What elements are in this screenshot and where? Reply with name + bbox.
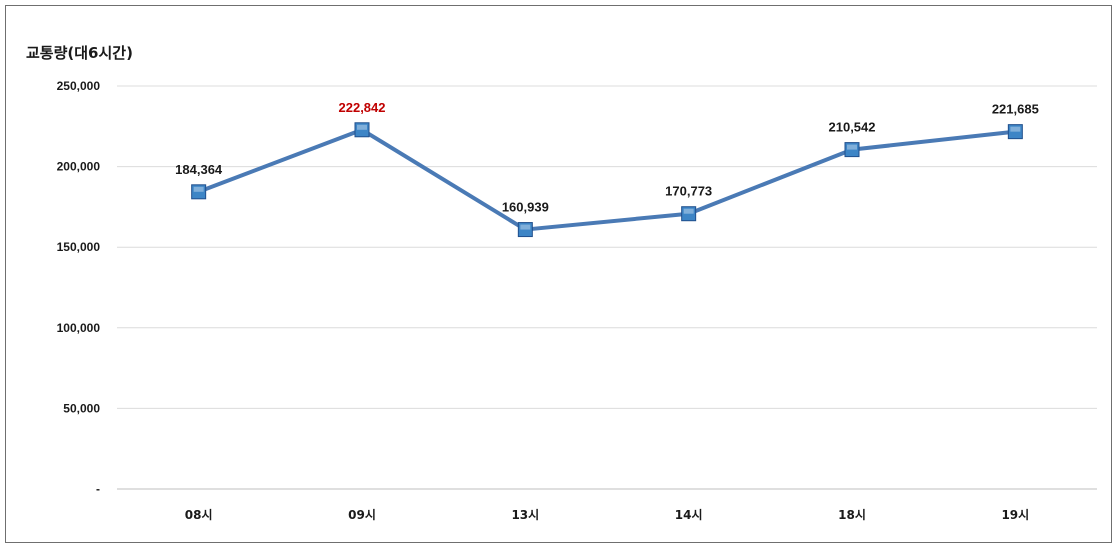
y-tick-label: 50,000	[63, 401, 100, 415]
data-label: 160,939	[502, 200, 549, 215]
series-layer	[191, 122, 1023, 238]
x-tick-label: 14시	[675, 508, 703, 522]
data-point-marker	[1007, 124, 1023, 140]
x-tick-label: 19시	[1001, 508, 1029, 522]
y-tick-label: 150,000	[57, 240, 101, 254]
data-label: 221,685	[992, 102, 1039, 117]
data-label: 184,364	[175, 162, 223, 177]
series-line	[197, 127, 1016, 232]
y-tick-label: 200,000	[57, 160, 101, 174]
y-axis-ticks: - 50,000 100,000 150,000 200,000 250,000	[57, 79, 101, 496]
data-point-marker	[844, 142, 860, 158]
grid-lines	[117, 85, 1097, 490]
data-labels: 184,364 222,842 160,939 170,773 210,542 221,6…	[175, 100, 1039, 215]
data-point-marker	[517, 222, 533, 238]
data-label: 222,842	[339, 100, 386, 115]
data-point-marker	[681, 206, 697, 222]
x-tick-label: 09시	[348, 508, 376, 522]
y-tick-label: 250,000	[57, 79, 101, 93]
x-axis-ticks: 08시 09시 13시 14시 18시 19시	[185, 508, 1029, 522]
data-point-marker	[191, 184, 207, 200]
y-tick-label: 100,000	[57, 321, 101, 335]
x-tick-label: 08시	[185, 508, 213, 522]
chart-frame	[5, 5, 1112, 543]
x-tick-label: 13시	[511, 508, 539, 522]
x-tick-label: 18시	[838, 508, 866, 522]
data-point-marker	[354, 122, 370, 138]
y-tick-label: -	[96, 482, 100, 496]
data-label: 170,773	[665, 184, 712, 199]
y-axis-title: 교통량(대6시간)	[26, 44, 133, 62]
data-label: 210,542	[829, 120, 876, 135]
